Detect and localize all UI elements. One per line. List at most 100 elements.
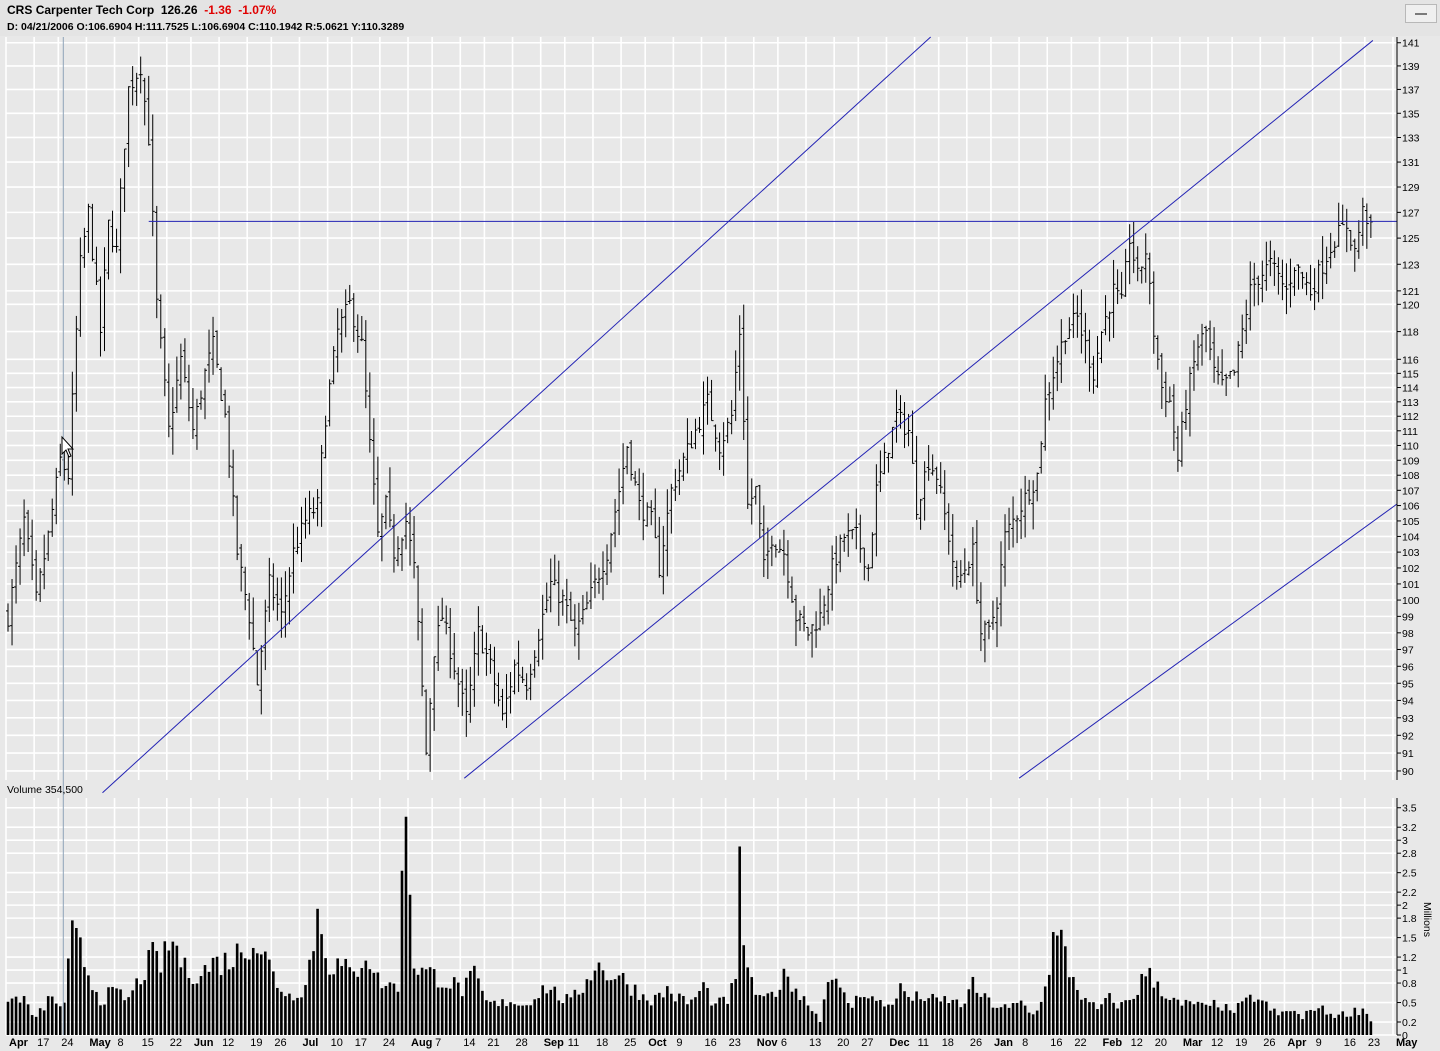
x-tick-label: 13 <box>809 1037 821 1049</box>
volume-bar <box>420 967 424 1035</box>
price-tick-label: 121 <box>1402 286 1420 298</box>
volume-bar <box>215 956 219 1035</box>
volume-bar <box>465 977 468 1035</box>
x-tick-label: 7 <box>435 1037 441 1049</box>
volume-bar <box>364 960 368 1035</box>
volume-bar <box>336 958 339 1035</box>
volume-bar <box>553 986 557 1035</box>
volume-bar <box>316 908 319 1035</box>
volume-bar <box>143 980 146 1035</box>
volume-bar <box>115 988 118 1035</box>
volume-bar <box>1068 977 1071 1035</box>
volume-bar <box>1285 1011 1288 1035</box>
volume-bar <box>432 969 436 1035</box>
volume-bar <box>1305 1010 1308 1035</box>
volume-bar <box>159 972 163 1035</box>
volume-bar <box>352 971 356 1035</box>
x-tick-label: 11 <box>918 1037 929 1049</box>
x-tick-label: 8 <box>118 1037 124 1049</box>
volume-bar <box>778 989 782 1035</box>
volume-bar <box>939 1001 943 1035</box>
volume-bar <box>489 1001 492 1035</box>
volume-bar <box>91 990 94 1035</box>
volume-bar <box>694 997 697 1035</box>
volume-bar <box>1228 1010 1232 1035</box>
volume-bar <box>83 967 86 1035</box>
volume-bar <box>1124 1000 1127 1035</box>
volume-bar <box>1176 999 1180 1035</box>
volume-bar <box>67 958 70 1035</box>
volume-bar <box>320 934 323 1035</box>
volume-bar <box>577 994 581 1035</box>
volume-bar <box>517 1005 520 1035</box>
volume-bar <box>714 1003 717 1035</box>
x-tick-label: Aug <box>411 1037 432 1049</box>
price-tick-label: 111 <box>1402 426 1418 438</box>
volume-bar <box>907 996 910 1035</box>
price-tick-label: 95 <box>1402 678 1414 690</box>
volume-bar <box>131 990 134 1035</box>
x-tick-label: 9 <box>1316 1037 1322 1049</box>
volume-tick-label: 2 <box>1402 900 1408 912</box>
volume-bar <box>292 1000 295 1035</box>
price-tick-label: 94 <box>1402 695 1414 707</box>
price-tick-label: 98 <box>1402 628 1414 640</box>
volume-bar <box>460 996 464 1035</box>
volume-bar <box>87 975 90 1035</box>
symbol: CRS <box>7 3 33 17</box>
x-tick-label: 10 <box>331 1037 343 1049</box>
quote-line: CRS Carpenter Tech Corp 126.26 -1.36 -1.… <box>7 3 276 17</box>
x-tick-label: May <box>89 1037 111 1049</box>
volume-bar <box>54 1003 58 1035</box>
x-tick-label: 22 <box>1074 1037 1086 1049</box>
volume-tick-label: 0 <box>1402 1030 1408 1042</box>
volume-bar <box>1281 1011 1284 1035</box>
volume-bar <box>1043 986 1047 1035</box>
volume-bar <box>103 1004 106 1035</box>
volume-bar <box>842 992 846 1035</box>
volume-bar <box>71 920 74 1035</box>
trendline <box>463 40 1374 779</box>
volume-bar <box>670 993 673 1035</box>
volume-bar <box>810 1011 814 1035</box>
mouse-pointer-icon <box>61 435 75 458</box>
volume-bar <box>436 987 440 1035</box>
volume-bar <box>1007 1007 1011 1035</box>
volume-bar <box>1357 1015 1361 1035</box>
x-tick-label: Sep <box>544 1037 564 1049</box>
volume-bar <box>1345 1016 1349 1035</box>
volume-bar <box>477 978 480 1035</box>
trendline <box>102 36 931 794</box>
volume-bar <box>762 996 766 1035</box>
volume-bar <box>404 816 408 1035</box>
volume-tick-label: 0.5 <box>1402 998 1417 1010</box>
volume-bar <box>1156 981 1160 1035</box>
volume-bar <box>58 1006 62 1035</box>
volume-bar <box>440 987 444 1035</box>
minimize-button[interactable] <box>1405 4 1437 23</box>
x-tick-label: Mar <box>1183 1037 1203 1049</box>
volume-bar <box>22 996 26 1035</box>
x-tick-label: 12 <box>1131 1037 1143 1049</box>
price-tick-label: 104 <box>1402 531 1420 543</box>
volume-bar <box>191 983 195 1035</box>
price-tick-label: 101 <box>1402 579 1420 591</box>
volume-bar <box>871 996 874 1035</box>
volume-bar <box>895 998 898 1035</box>
volume-bar <box>1261 1000 1264 1035</box>
volume-bar <box>211 957 215 1035</box>
volume-bar <box>219 975 223 1035</box>
volume-bar <box>6 1001 10 1035</box>
volume-bar <box>493 1000 496 1035</box>
volume-bar <box>1349 1016 1353 1035</box>
volume-bar <box>887 1004 890 1035</box>
volume-bar <box>919 999 922 1035</box>
volume-bar <box>633 984 637 1035</box>
volume-bar <box>30 1015 34 1035</box>
volume-bar <box>1092 1002 1095 1035</box>
volume-bar <box>18 1002 22 1035</box>
volume-bar <box>79 937 82 1035</box>
price-tick-label: 131 <box>1402 157 1420 169</box>
volume-bar <box>444 987 448 1035</box>
volume-bars <box>6 816 1373 1035</box>
